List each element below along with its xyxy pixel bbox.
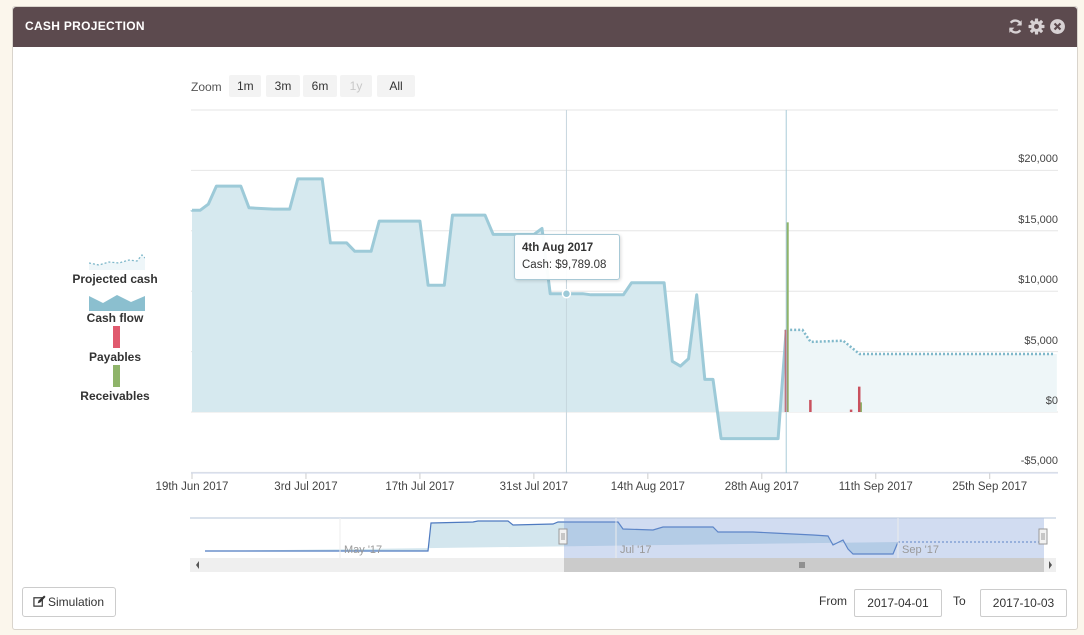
simulation-button[interactable]: Simulation [22, 587, 116, 617]
navigator[interactable] [13, 7, 1077, 577]
cash-projection-panel: CASH PROJECTION Zoom 1m 3m 6m 1y All [12, 6, 1078, 630]
y-tick-label: $5,000 [1024, 334, 1058, 347]
tooltip-value: Cash: $9,789.08 [522, 259, 607, 271]
y-tick-label: $20,000 [1018, 153, 1058, 166]
legend-receivables[interactable]: Receivables [80, 389, 150, 403]
payables-icon [113, 326, 120, 348]
zoom-all-button[interactable]: All [377, 75, 415, 97]
simulation-label: Simulation [48, 595, 105, 609]
navigator-selection[interactable] [564, 518, 1044, 558]
cash-chart[interactable] [13, 7, 1077, 567]
navigator-label-sep: Sep '17 [902, 544, 939, 556]
x-tick-label: 28th Aug 2017 [724, 481, 799, 493]
scroll-right-arrow[interactable] [1049, 561, 1052, 569]
cash-flow-line [190, 177, 788, 441]
projected-cash-icon [89, 254, 145, 270]
legend-projected-cash[interactable]: Projected cash [72, 272, 158, 286]
x-tick-label: 11th Sep 2017 [838, 481, 913, 493]
legend-cash-flow[interactable]: Cash flow [86, 311, 144, 325]
hover-point [561, 288, 572, 299]
payables-bar [849, 409, 853, 412]
receivables-bar [859, 402, 862, 412]
x-tick-label: 25th Sep 2017 [952, 481, 1028, 493]
to-label: To [953, 594, 966, 608]
gear-icon[interactable] [1028, 18, 1045, 35]
payables-bar [857, 386, 861, 412]
receivables-bar [786, 222, 789, 412]
receivables-icon [113, 365, 120, 387]
legend-payables[interactable]: Payables [88, 350, 142, 364]
panel-title: CASH PROJECTION [25, 19, 145, 33]
refresh-icon[interactable] [1007, 18, 1024, 35]
x-tick-label: 19th Jun 2017 [155, 481, 229, 493]
tooltip-date: 4th Aug 2017 [522, 242, 594, 254]
navigator-label-may: May '17 [344, 544, 383, 556]
cash-flow-icon [89, 295, 145, 311]
panel-header: CASH PROJECTION [13, 7, 1077, 47]
zoom-1m-button[interactable]: 1m [229, 75, 261, 97]
x-tick-label: 14th Aug 2017 [610, 481, 685, 493]
scroll-left-arrow[interactable] [196, 561, 199, 569]
chart-tooltip: 4th Aug 2017 Cash: $9,789.08 [514, 234, 620, 280]
from-date-input[interactable] [854, 589, 942, 617]
close-icon[interactable] [1049, 18, 1066, 35]
y-tick-label: $10,000 [1018, 274, 1058, 287]
zoom-label: Zoom [191, 80, 222, 94]
y-tick-label: -$5,000 [1020, 455, 1058, 468]
zoom-1y-button[interactable]: 1y [340, 75, 372, 97]
x-tick-label: 31st Jul 2017 [499, 481, 569, 493]
navigator-left-handle[interactable] [558, 528, 568, 545]
edit-icon [33, 595, 46, 607]
zoom-3m-button[interactable]: 3m [266, 75, 300, 97]
navigator-series [205, 520, 899, 555]
from-label: From [819, 594, 847, 608]
x-tick-label: 17th Jul 2017 [385, 481, 455, 493]
payables-bar [809, 399, 812, 412]
zoom-6m-button[interactable]: 6m [303, 75, 337, 97]
y-tick-label: $0 [1045, 395, 1058, 407]
y-tick-label: $15,000 [1018, 213, 1058, 226]
navigator-right-handle[interactable] [1038, 528, 1048, 545]
navigator-label-jul: Jul '17 [620, 544, 652, 556]
to-date-input[interactable] [980, 589, 1067, 617]
x-tick-label: 3rd Jul 2017 [274, 481, 338, 493]
